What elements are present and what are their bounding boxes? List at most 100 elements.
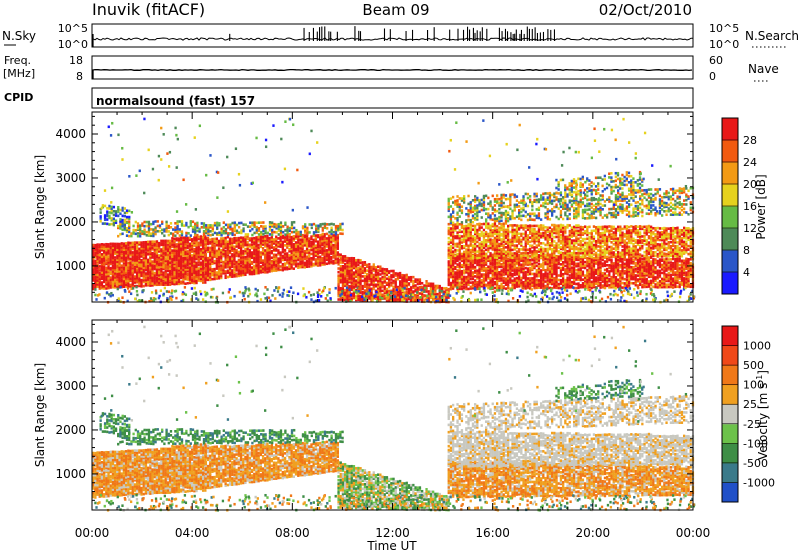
power-pixel — [246, 241, 248, 244]
power-pixel — [670, 258, 672, 261]
power-pixel — [213, 240, 215, 243]
power-pixel — [136, 262, 138, 265]
power-pixel — [134, 250, 136, 253]
power-pixel — [586, 281, 588, 284]
power-pixel — [341, 232, 343, 235]
power-pixel — [685, 271, 687, 274]
power-pixel — [211, 238, 213, 241]
power-pixel — [225, 224, 227, 227]
power-pixel — [450, 262, 452, 265]
power-pixel — [216, 271, 218, 274]
power-pixel — [357, 259, 359, 262]
power-pixel — [212, 224, 214, 227]
power-pixel — [277, 237, 279, 240]
power-pixel — [207, 269, 209, 272]
power-pixel — [125, 256, 127, 259]
power-pixel — [187, 272, 189, 275]
power-pixel — [200, 258, 202, 261]
power-pixel — [364, 289, 366, 292]
power-pixel — [262, 225, 264, 228]
cpid-label: CPID — [4, 91, 33, 104]
power-pixel — [99, 283, 101, 286]
power-pixel — [193, 260, 195, 263]
power-pixel — [229, 256, 231, 259]
nsearch-axis-top: 10^5 — [709, 22, 739, 35]
power-pixel — [218, 231, 220, 234]
power-pixel — [575, 263, 577, 266]
power-pixel — [103, 247, 105, 250]
power-pixel — [593, 284, 595, 287]
power-pixel — [542, 283, 544, 286]
power-pixel — [351, 281, 353, 284]
power-pixel — [116, 278, 118, 281]
power-pixel — [156, 240, 158, 243]
power-pixel — [668, 261, 670, 264]
power-pixel — [377, 277, 379, 280]
power-pixel — [351, 277, 353, 280]
power-pixel — [342, 273, 344, 276]
power-pixel — [319, 242, 321, 245]
power-pixel — [279, 269, 281, 272]
power-pixel — [273, 223, 275, 226]
power-pixel — [136, 275, 138, 278]
power-pixel — [465, 286, 467, 289]
power-pixel — [448, 237, 450, 240]
power-pixel — [544, 280, 546, 283]
power-pixel — [381, 286, 383, 289]
power-pixel — [304, 234, 306, 237]
power-pixel — [542, 261, 544, 264]
power-pixel — [555, 265, 557, 268]
power-pixel — [525, 273, 527, 276]
power-pixel — [240, 232, 242, 235]
power-pixel — [516, 285, 518, 288]
power-pixel — [641, 258, 643, 261]
power-pixel — [670, 286, 672, 289]
power-pixel — [562, 273, 564, 276]
power-pixel — [362, 291, 364, 294]
power-pixel — [672, 262, 674, 265]
power-pixel — [410, 286, 412, 289]
power-pixel — [242, 242, 244, 245]
power-pixel — [386, 268, 388, 271]
power-pixel — [448, 247, 450, 250]
power-pixel — [107, 277, 109, 280]
power-pixel — [654, 276, 656, 279]
power-pixel — [187, 253, 189, 256]
power-pixel — [511, 263, 513, 266]
power-pixel — [650, 280, 652, 283]
power-pixel — [540, 279, 542, 282]
power-pixel — [379, 280, 381, 283]
power-pixel — [571, 269, 573, 272]
power-pixel — [310, 253, 312, 256]
power-pixel — [103, 285, 105, 288]
power-pixel — [562, 261, 564, 264]
power-pixel — [220, 267, 222, 270]
power-pixel — [216, 260, 218, 263]
power-pixel — [121, 264, 123, 267]
power-pixel — [242, 230, 244, 233]
power-pixel — [465, 262, 467, 265]
power-pixel — [359, 259, 361, 262]
power-pixel — [384, 268, 386, 271]
power-pixel — [448, 264, 450, 267]
power-pixel — [613, 278, 615, 281]
power-pixel — [304, 262, 306, 265]
power-pixel — [375, 283, 377, 286]
power-pixel — [293, 267, 295, 270]
power-pixel — [518, 277, 520, 280]
power-pixel — [140, 283, 142, 286]
power-pixel — [112, 269, 114, 272]
power-pixel — [414, 284, 416, 287]
power-pixel — [670, 276, 672, 279]
power-pixel — [118, 276, 120, 279]
power-pixel — [168, 225, 170, 228]
power-pixel — [337, 283, 339, 286]
power-pixel — [145, 269, 147, 272]
power-pixel — [617, 278, 619, 281]
power-pixel — [346, 265, 348, 268]
power-pixel — [544, 257, 546, 260]
power-pixel — [200, 248, 202, 251]
power-pixel — [313, 231, 315, 234]
power-pixel — [238, 267, 240, 270]
power-pixel — [370, 272, 372, 275]
